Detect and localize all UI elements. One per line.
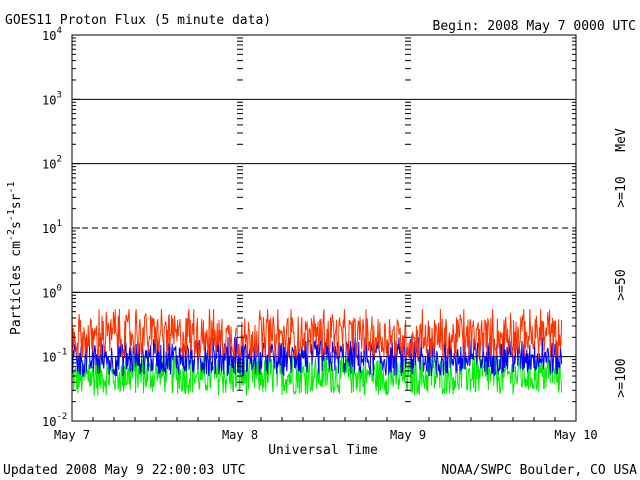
legend-ge10: >=10 [614,176,629,207]
x-tick-label: May 8 [222,428,258,442]
y-tick-label: 100 [42,283,62,300]
x-tick-label: May 7 [54,428,90,442]
series-line-ge10 [71,308,563,358]
plot-frame [71,34,577,422]
y-tick-label: 10-2 [42,412,67,429]
y-tick-label: 10-1 [42,348,67,365]
begin-time: Begin: 2008 May 7 0000 UTC [433,19,637,34]
x-tick-label: May 9 [390,428,426,442]
series-line-ge50 [71,337,563,378]
source-credit: NOAA/SWPC Boulder, CO USA [441,463,637,478]
y-tick-label: 104 [42,26,62,43]
chart-title: GOES11 Proton Flux (5 minute data) [5,13,271,28]
gridlines [72,98,576,358]
y-ticks: 10-2 10-1 100 101 102 103 104 [42,26,576,429]
legend-unit-mev: MeV [614,128,629,152]
y-tick-label: 102 [42,155,62,172]
legend-ge50: >=50 [614,269,629,300]
y-axis-label: Particles cm-2s-1sr-1 [6,181,24,335]
x-axis-label: Universal Time [268,443,378,458]
y-tick-label: 101 [42,219,62,236]
series-line-ge100 [71,356,563,397]
legend-ge100: >=100 [614,358,629,397]
updated-timestamp: Updated 2008 May 9 22:00:03 UTC [3,463,246,478]
x-tick-label: May 10 [554,428,597,442]
x-ticks: May 7 May 8 May 9 May 10 [54,37,598,442]
y-tick-label: 103 [42,90,62,107]
series-group [71,308,563,397]
